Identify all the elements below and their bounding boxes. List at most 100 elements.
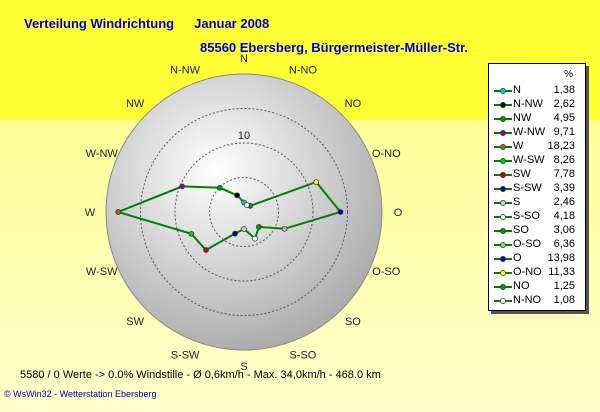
direction-label-n-nw: N-NW	[170, 65, 201, 77]
legend-symbol	[494, 256, 512, 262]
legend-marker	[500, 116, 506, 122]
legend-value: 2,62	[553, 98, 575, 110]
direction-label-sw: SW	[126, 316, 144, 328]
legend-value: 1,38	[553, 84, 575, 96]
direction-label-w: W	[85, 207, 96, 219]
legend-item-o: O 13,98	[489, 252, 585, 266]
chart-title: Verteilung Windrichtung Januar 2008	[24, 16, 289, 31]
legend-value: 13,98	[547, 252, 575, 264]
legend-symbol	[494, 298, 512, 304]
rose-ring	[174, 142, 314, 282]
credit-footer: © WsWin32 - Wetterstation Ebersberg	[4, 389, 157, 399]
point-o-no	[313, 179, 320, 185]
direction-label-s: S	[240, 361, 247, 373]
legend-label: NO	[513, 280, 530, 292]
legend-marker	[500, 102, 506, 108]
legend-label: S	[513, 196, 521, 208]
legend-marker	[500, 144, 506, 150]
title-period: Januar 2008	[194, 16, 270, 31]
legend-label: SO	[513, 224, 529, 236]
legend-marker	[500, 214, 506, 220]
legend-marker	[500, 298, 506, 304]
direction-label-s-so: S-SO	[289, 349, 316, 361]
legend-unit: %	[564, 69, 573, 80]
legend-marker	[500, 186, 506, 192]
direction-label-n: N	[240, 53, 248, 65]
legend-item-w-nw: W-NW 9,71	[489, 126, 585, 140]
point-sw	[203, 247, 209, 253]
legend-marker	[500, 200, 506, 206]
direction-label-so: SO	[345, 316, 361, 328]
legend-symbol	[494, 186, 512, 192]
legend-label: NW	[513, 112, 532, 124]
legend-label: N-NO	[513, 294, 542, 306]
legend-value: 2,46	[553, 196, 575, 208]
legend-item-s-sw: S-SW 3,39	[489, 182, 585, 196]
legend-marker	[500, 172, 506, 178]
rose-disc	[105, 73, 383, 351]
legend-label: O	[513, 252, 522, 264]
point-w-sw	[188, 230, 195, 237]
point-n-nw	[234, 192, 240, 199]
legend-marker	[500, 158, 506, 164]
legend: % N 1,38 N-NW 2,62 NW 4,95 W-NW 9,71 W 18,23 W-SW 8…	[488, 63, 586, 311]
direction-label-s-sw: S-SW	[171, 349, 200, 361]
legend-value: 4,18	[553, 210, 575, 222]
station-subtitle: 85560 Ebersberg, Bürgermeister-Müller-St…	[200, 40, 469, 55]
legend-item-n: N 1,38	[489, 84, 585, 98]
legend-marker	[500, 284, 506, 290]
legend-label: O-SO	[513, 238, 542, 250]
legend-marker	[500, 88, 506, 94]
legend-symbol	[494, 242, 512, 248]
legend-marker	[500, 270, 506, 276]
legend-symbol	[494, 228, 512, 234]
point-w-nw	[179, 183, 185, 190]
legend-label: N	[513, 84, 521, 96]
rose-ring	[140, 108, 348, 316]
point-s-so	[252, 235, 258, 242]
legend-symbol	[494, 116, 512, 122]
point-w	[115, 209, 122, 215]
legend-symbol	[494, 130, 512, 136]
legend-symbol	[494, 214, 512, 220]
legend-value: 1,08	[553, 294, 575, 306]
title-text: Verteilung Windrichtung	[24, 16, 175, 31]
legend-symbol	[494, 284, 512, 290]
legend-item-o-no: O-NO 11,33	[489, 266, 585, 280]
legend-marker	[500, 130, 506, 136]
legend-symbol	[494, 270, 512, 276]
legend-symbol	[494, 200, 512, 206]
legend-label: W-NW	[513, 126, 546, 138]
legend-value: 7,78	[553, 168, 575, 180]
legend-item-so: SO 3,06	[489, 224, 585, 238]
legend-value: 18,23	[547, 140, 575, 152]
legend-marker	[500, 256, 506, 262]
legend-item-s-so: S-SO 4,18	[489, 210, 585, 224]
point-o-so	[281, 225, 288, 232]
legend-value: 4,95	[553, 112, 575, 124]
legend-symbol	[494, 172, 512, 178]
legend-item-n-nw: N-NW 2,62	[489, 98, 585, 112]
point-so	[256, 224, 262, 230]
legend-value: 3,39	[553, 182, 575, 194]
legend-value: 1,25	[553, 280, 575, 292]
stats-footer: 5580 / 0 Werte -> 0.0% Windstille - Ø 0,…	[20, 369, 381, 381]
direction-label-o-so: O-SO	[372, 266, 401, 278]
direction-label-o: O	[394, 207, 403, 219]
legend-symbol	[494, 144, 512, 150]
legend-label: S-SO	[513, 210, 540, 222]
legend-value: 3,06	[553, 224, 575, 236]
direction-label-w-nw: W-NW	[86, 148, 119, 160]
legend-item-s: S 2,46	[489, 196, 585, 210]
legend-item-n-no: N-NO 1,08	[489, 294, 585, 308]
point-o	[337, 209, 344, 215]
legend-value: 9,71	[553, 126, 575, 138]
legend-value: 11,33	[548, 266, 575, 278]
legend-item-w-sw: W-SW 8,26	[489, 154, 585, 168]
legend-value: 6,36	[553, 238, 575, 250]
point-s	[241, 226, 247, 232]
point-nw	[216, 184, 223, 191]
ring-label: 10	[238, 130, 250, 142]
direction-label-o-no: O-NO	[372, 148, 401, 160]
